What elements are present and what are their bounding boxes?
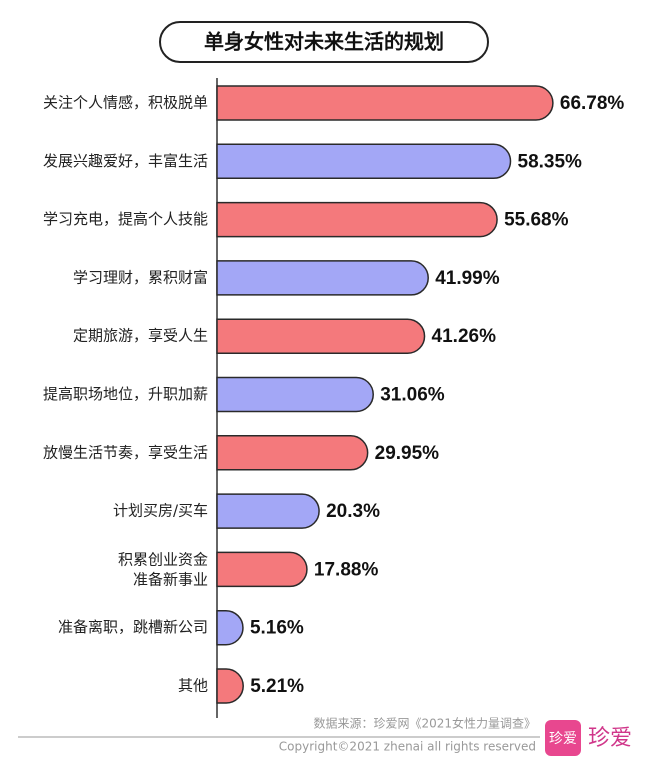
value-label: 58.35% — [518, 151, 583, 172]
category-label: 学习充电，提高个人技能 — [43, 210, 208, 228]
value-label: 41.99% — [435, 268, 500, 289]
bar — [216, 85, 554, 121]
category-line: 准备新事业 — [133, 570, 208, 588]
bar — [216, 260, 429, 296]
value-label: 41.26% — [432, 326, 497, 347]
bar — [216, 435, 369, 471]
category-label: 定期旅游，享受人生 — [73, 327, 208, 345]
value-label: 29.95% — [375, 443, 440, 464]
category-label: 准备离职，跳槽新公司 — [58, 618, 208, 636]
category-label: 关注个人情感，积极脱单 — [43, 94, 208, 112]
bar — [216, 668, 244, 704]
value-label: 5.21% — [250, 676, 304, 697]
bar — [216, 143, 512, 180]
category-label: 放慢生活节奏，享受生活 — [43, 443, 208, 461]
category-label: 学习理财，累积财富 — [73, 268, 208, 286]
category-label: 计划买房/买车 — [113, 502, 208, 520]
category-label: 其他 — [178, 677, 208, 695]
title-frame — [159, 21, 489, 63]
bar — [216, 376, 374, 413]
logo-text: 珍爱 — [588, 726, 632, 751]
value-label: 20.3% — [326, 501, 380, 522]
logo-icon-text: 珍爱 — [549, 731, 577, 747]
copyright: Copyright©2021 zhenai all rights reserve… — [279, 740, 536, 754]
bar — [216, 201, 498, 238]
category-label: 发展兴趣爱好，丰富生活 — [43, 152, 208, 170]
category-label: 提高职场地位，升职加薪 — [43, 385, 208, 403]
category-line: 积累创业资金 — [118, 550, 208, 568]
value-label: 5.16% — [250, 618, 304, 639]
chart-title: 单身女性对未来生活的规划 — [204, 30, 444, 54]
bar — [216, 318, 426, 354]
source-note: 数据来源：珍爱网《2021女性力量调查》 — [313, 716, 536, 731]
logo-icon — [545, 720, 581, 756]
value-label: 55.68% — [504, 210, 569, 231]
value-label: 66.78% — [560, 93, 625, 114]
value-label: 31.06% — [380, 385, 445, 406]
value-label: 17.88% — [314, 559, 379, 580]
bar — [216, 551, 308, 588]
category-label: 积累创业资金准备新事业 — [118, 550, 208, 588]
bar — [216, 493, 320, 529]
bar — [216, 609, 244, 646]
